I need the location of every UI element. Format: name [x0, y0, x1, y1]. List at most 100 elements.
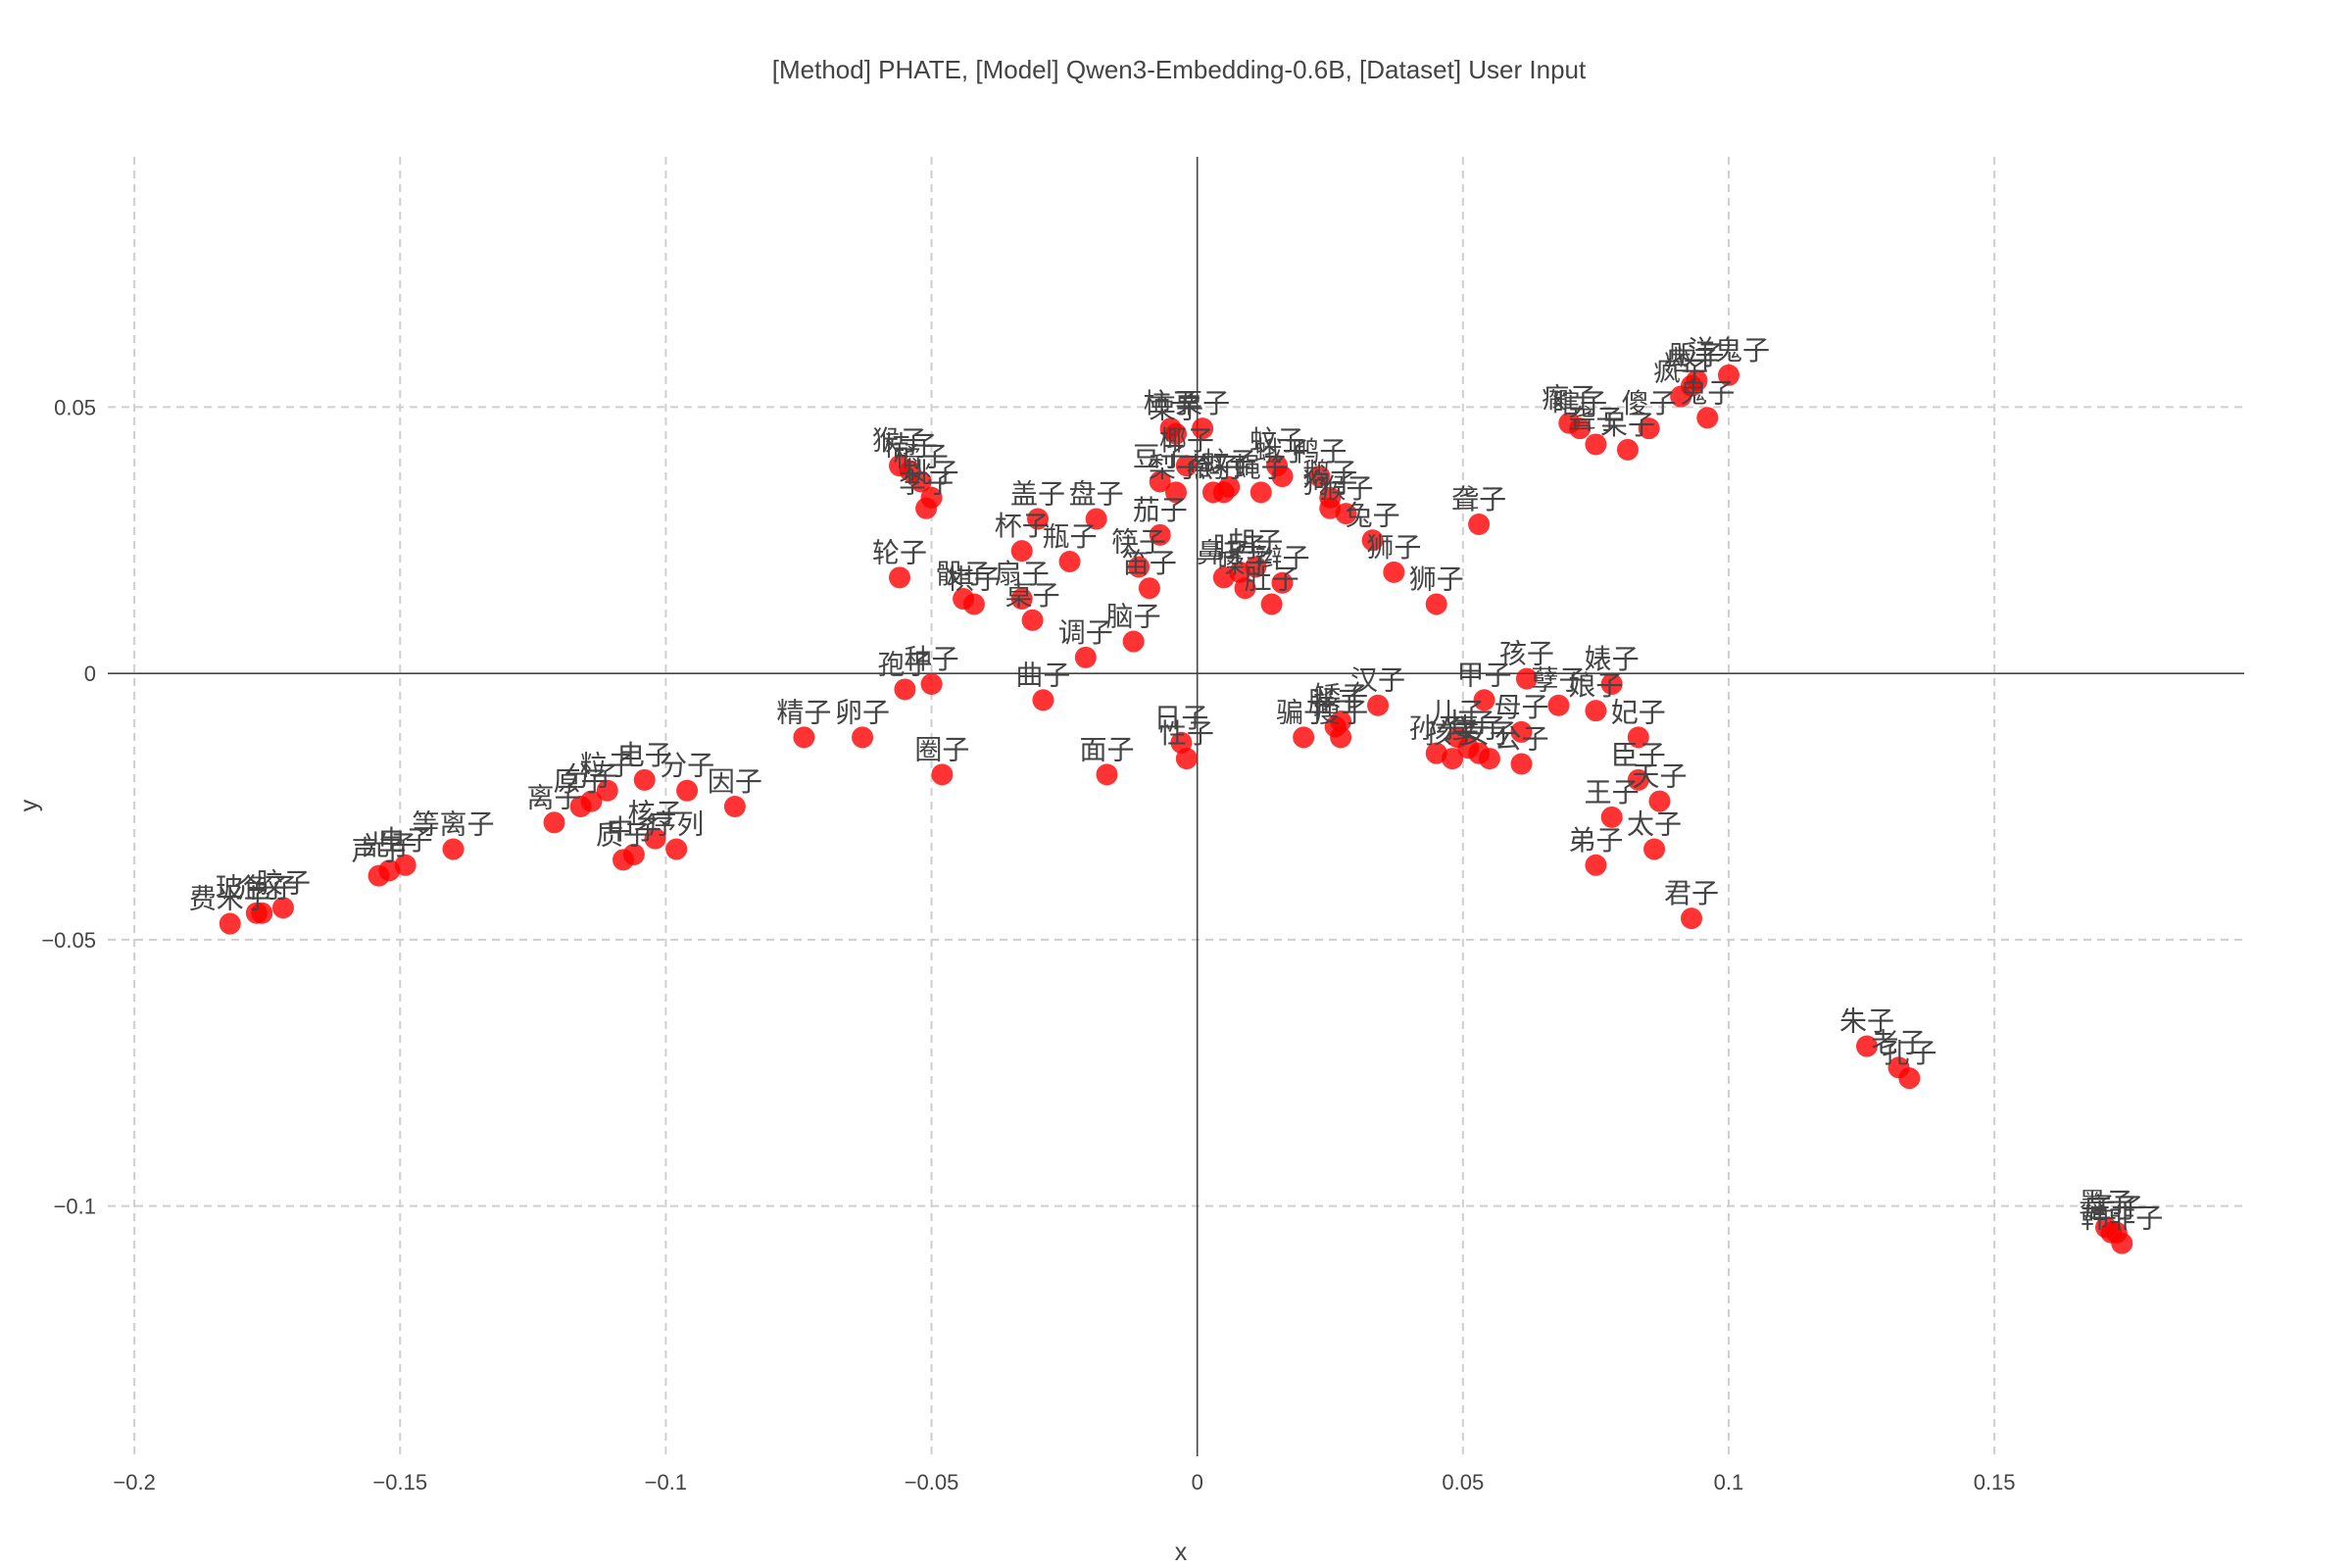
point-label: 筷子 [1111, 525, 1166, 558]
data-point [1027, 508, 1050, 530]
data-point [1648, 790, 1671, 812]
data-point [665, 838, 688, 860]
data-point [1547, 694, 1570, 716]
y-axis-title: y [16, 799, 43, 811]
point-label: 橘子 [894, 441, 949, 473]
point-label: 质子 [596, 818, 651, 851]
data-point [852, 726, 874, 749]
data-point [1441, 748, 1463, 770]
point-label: 猴子 [1319, 472, 1374, 505]
data-point [442, 838, 465, 860]
point-label: 梨子 [1149, 451, 1203, 483]
data-point [1175, 748, 1198, 770]
point-label: 中子 [607, 813, 662, 846]
data-point [1149, 470, 1171, 493]
point-label: 核子 [628, 798, 683, 830]
point-label: 辫子 [1254, 542, 1309, 574]
data-point [622, 843, 645, 865]
point-label: 调子 [1058, 616, 1113, 649]
point-label: 汉子 [1350, 664, 1405, 697]
point-label: 朱子 [1839, 1005, 1894, 1038]
point-label: 盘子 [1069, 478, 1124, 511]
point-label: 聋子 [1451, 483, 1506, 515]
point-label: 骰子 [936, 558, 991, 590]
point-label: 费米子 [189, 883, 271, 915]
point-label: 婊子 [1585, 643, 1640, 675]
data-point [889, 566, 911, 589]
data-point [1600, 806, 1623, 828]
data-point [1165, 481, 1187, 504]
point-label: 蚊子 [1201, 446, 1256, 478]
point-label: 柿子 [1144, 387, 1199, 419]
point-label: 面子 [1079, 733, 1134, 765]
point-label: 轮子 [872, 536, 927, 568]
point-label: 性子 [1159, 717, 1214, 750]
point-label: 棋子 [947, 563, 1002, 595]
x-tick-label: −0.05 [905, 1470, 959, 1494]
point-label: 栗子 [1175, 387, 1230, 419]
data-point [1627, 768, 1649, 791]
data-point [394, 854, 416, 876]
point-label: 笛子 [1122, 547, 1177, 579]
data-point [1271, 466, 1294, 488]
point-labels: 费米子玻色子介子胶子声子光子电子等离子离子原子分子粒子质子中子电子核子序列分子因… [189, 334, 2164, 1235]
x-tick-label: −0.1 [645, 1470, 687, 1494]
axes: −0.2 −0.15 −0.1 −0.05 0 0.05 0.1 0.15 0.05 0 −0.05… [41, 157, 2244, 1494]
data-point [1468, 513, 1491, 535]
point-label: 孢子 [877, 648, 932, 680]
point-label: 女子 [1462, 717, 1517, 750]
point-label: 瘸子 [1542, 382, 1596, 415]
point-label: 离子 [527, 781, 582, 813]
y-tick-label: 0.05 [54, 395, 96, 419]
data-point [543, 811, 565, 834]
point-label: 燕子 [1186, 451, 1241, 483]
data-point [1192, 417, 1214, 440]
data-point [1330, 726, 1352, 749]
data-point [1293, 726, 1315, 749]
y-tick-label: −0.05 [41, 928, 96, 953]
point-label: 光子 [362, 829, 416, 861]
point-label: 兔子 [1346, 499, 1400, 531]
y-tick-label: 0 [84, 662, 96, 686]
data-point [644, 827, 666, 850]
point-label: 日子 [1153, 702, 1208, 734]
data-point [1032, 689, 1054, 711]
point-label: 电子 [378, 824, 433, 857]
point-label: 因子 [708, 765, 762, 798]
data-point [1308, 466, 1331, 488]
data-point [1686, 369, 1708, 392]
data-point [1245, 556, 1267, 578]
point-label: 王子 [1585, 776, 1640, 808]
y-tick-label: −0.1 [54, 1195, 96, 1219]
data-point [931, 763, 954, 786]
point-label: 狮子 [1366, 531, 1421, 564]
x-tick-label: 0.05 [1442, 1470, 1484, 1494]
x-tick-label: 0.1 [1714, 1470, 1744, 1494]
x-tick-label: 0 [1192, 1470, 1203, 1494]
point-label: 妃子 [1611, 696, 1666, 728]
point-label: 母子 [1494, 691, 1548, 723]
data-point [1367, 694, 1390, 716]
point-label: 弟子 [1568, 824, 1623, 857]
data-point [1510, 753, 1533, 775]
data-point [1138, 577, 1160, 600]
data-points [219, 364, 2133, 1254]
point-label: 杯子 [995, 510, 1050, 542]
point-label: 分子 [564, 760, 618, 793]
point-label: 儿子 [1430, 696, 1485, 728]
data-point [1271, 571, 1294, 594]
data-point [1096, 763, 1118, 786]
data-point [1122, 630, 1145, 653]
point-label: 韩非子 [2081, 1202, 2163, 1235]
point-label: 鼻子 [1197, 536, 1251, 568]
data-point [915, 497, 938, 519]
data-point [1010, 540, 1033, 563]
point-label: 痞子 [1664, 345, 1719, 377]
point-label: 矮子 [1313, 680, 1368, 712]
data-point [1585, 854, 1607, 876]
point-label: 鸭子 [1292, 435, 1347, 467]
data-point [1696, 407, 1719, 429]
data-point [1074, 646, 1097, 668]
data-point [1717, 364, 1740, 386]
